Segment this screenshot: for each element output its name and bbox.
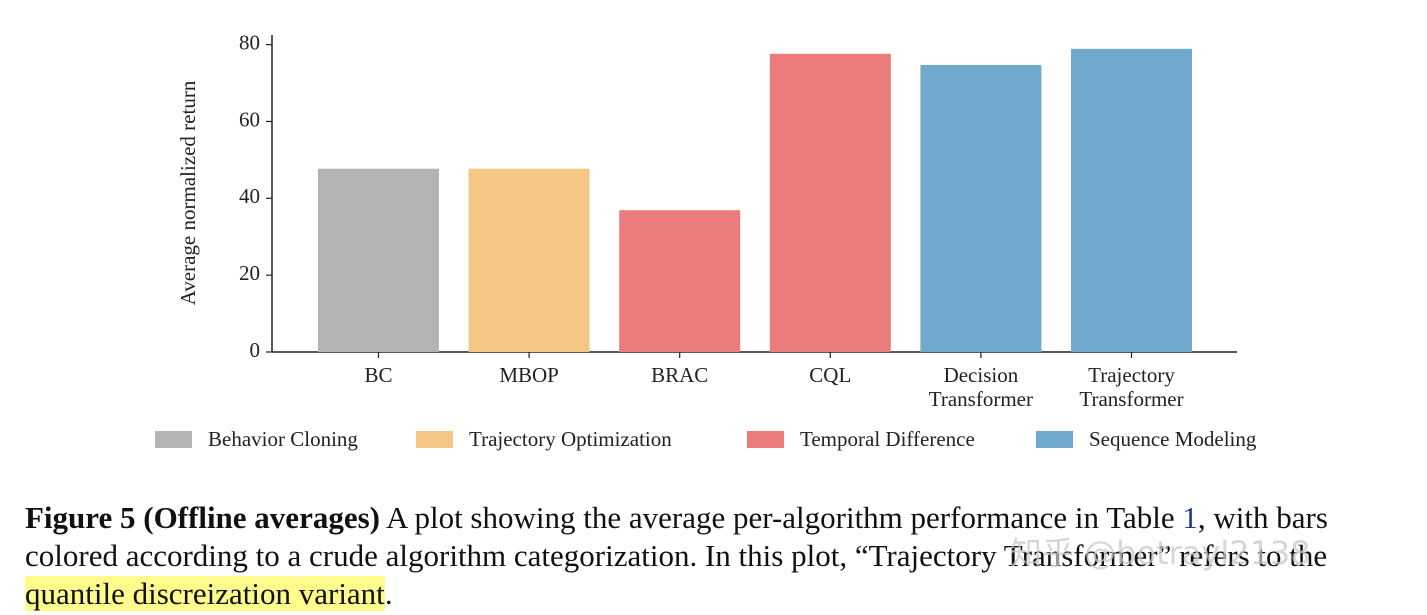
y-tick-label: 20 [239, 261, 260, 285]
bar [769, 53, 891, 352]
y-tick-label: 80 [239, 30, 260, 54]
caption-text: , with bars colored according to a crude… [25, 500, 1328, 573]
table-ref[interactable]: 1 [1182, 500, 1198, 535]
x-tick-label: MBOP [499, 363, 559, 387]
bar [619, 210, 741, 352]
caption-label: Figure 5 (Offline averages) [25, 500, 380, 535]
y-tick-label: 40 [239, 184, 260, 208]
x-tick-label: CQL [809, 363, 851, 387]
legend-label: Sequence Modeling [1089, 427, 1257, 451]
x-tick-label: Decision Transformer [929, 363, 1033, 411]
legend-swatch [1036, 431, 1073, 448]
chart: Average normalized return 0 20 40 60 80 BC MBO… [155, 30, 1257, 451]
y-tick-label: 0 [250, 338, 261, 362]
legend-swatch [155, 431, 192, 448]
highlight: quantile discreization variant [25, 576, 385, 611]
x-tick-label: BC [364, 363, 392, 387]
y-axis-label: Average normalized return [176, 80, 200, 305]
x-tick-label: BRAC [651, 363, 708, 387]
y-tick-label: 60 [239, 107, 260, 131]
bar [1071, 48, 1192, 352]
bar [318, 168, 439, 352]
x-tick-label: Trajectory Transformer [1079, 363, 1183, 411]
bar [920, 64, 1042, 352]
legend-label: Temporal Difference [800, 427, 975, 451]
legend-label: Behavior Cloning [208, 427, 358, 451]
legend-swatch [416, 431, 453, 448]
caption: Figure 5 (Offline averages) A plot showi… [25, 499, 1420, 613]
legend-label: Trajectory Optimization [469, 427, 672, 451]
legend-swatch [747, 431, 784, 448]
watermark: 知乎 @botrayl2138 [1010, 534, 1311, 572]
caption-end: . [384, 576, 393, 611]
bar [468, 168, 590, 352]
caption-text: A plot showing the average per-algorithm… [386, 500, 1175, 535]
